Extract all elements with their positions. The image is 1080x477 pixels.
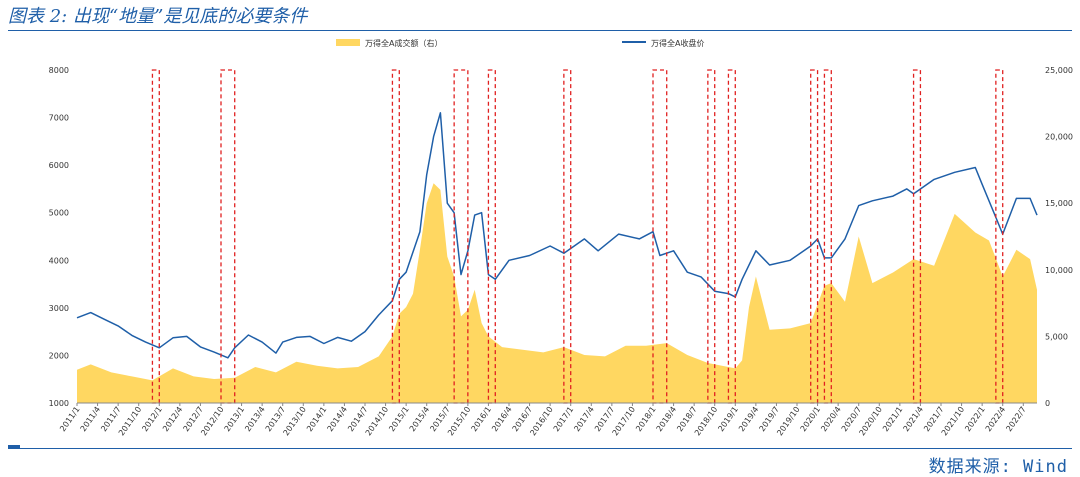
y-left-tick-label: 4000 <box>49 256 69 265</box>
bottom-divider <box>8 448 1072 449</box>
y-left-tick-label: 7000 <box>49 114 69 123</box>
bottom-accent <box>8 445 20 448</box>
x-tick-label: 2021/1 <box>881 405 905 433</box>
legend: 万得全A成交额（右） 万得全A收盘价 <box>336 38 704 48</box>
y-right-tick-label: 10,000 <box>1045 266 1073 275</box>
y-right-tick-label: 25,000 <box>1045 66 1073 75</box>
x-tick-label: 2016/4 <box>490 405 514 433</box>
x-tick-label: 2014/4 <box>326 405 350 433</box>
highlight-window-1 <box>151 69 160 404</box>
top-divider <box>8 30 1072 31</box>
x-tick-label: 2015/4 <box>408 405 432 433</box>
figure-title: 图表 2: 出现“地量”是见底的必要条件 <box>8 6 308 27</box>
x-tick-label: 2022/4 <box>984 405 1008 433</box>
turnover-area <box>77 183 1037 403</box>
x-tick-label: 2020/1 <box>799 405 823 433</box>
highlight-window-2 <box>220 69 236 404</box>
x-tick-label: 2013/4 <box>243 405 267 433</box>
legend-label-turnover: 万得全A成交额（右） <box>365 38 442 48</box>
x-tick-label: 2012/1 <box>140 405 164 433</box>
turnover-area-layer <box>77 183 1037 403</box>
x-tick-label: 2022/7 <box>1004 405 1028 433</box>
y-left-tick-label: 5000 <box>49 209 69 218</box>
x-tick-label: 2021/4 <box>902 405 926 433</box>
y-left-tick-label: 1000 <box>49 399 69 408</box>
source-note: 数据来源: Wind <box>928 457 1068 477</box>
y-left-tick-label: 3000 <box>49 304 69 313</box>
x-tick-label: 2017/1 <box>552 405 576 433</box>
x-tick-label: 2013/1 <box>223 405 247 433</box>
combo-chart: 1000 2000 3000 4000 5000 6000 7000 8000 0 5,000 10… <box>49 38 1073 437</box>
x-tick-label: 2018/4 <box>655 405 679 433</box>
x-tick-label: 2022/1 <box>963 405 987 433</box>
highlight-window-9 <box>727 69 736 404</box>
x-tick-label: 2014/1 <box>305 405 329 433</box>
close-price-line <box>76 112 1038 359</box>
x-tick-label: 2016/1 <box>470 405 494 433</box>
y-left-tick-label: 2000 <box>49 351 69 360</box>
x-tick-label: 2017/4 <box>572 405 596 433</box>
x-tick-label: 2012/4 <box>161 405 185 433</box>
y-right-tick-label: 15,000 <box>1045 199 1073 208</box>
x-tick-label: 2011/4 <box>79 405 103 433</box>
y-left-tick-label: 8000 <box>49 66 69 75</box>
y-right-tick-label: 5,000 <box>1045 332 1068 341</box>
x-tick-label: 2011/1 <box>58 405 82 433</box>
legend-label-close: 万得全A收盘价 <box>651 38 704 48</box>
y-right-tick-label: 0 <box>1045 399 1050 408</box>
y-right-tick-label: 20,000 <box>1045 133 1073 142</box>
y-left-tick-label: 6000 <box>49 161 69 170</box>
x-tick-label: 2019/4 <box>737 405 761 433</box>
legend-swatch-turnover <box>336 39 360 46</box>
x-tick-label: 2018/1 <box>634 405 658 433</box>
highlight-window-8 <box>707 69 716 404</box>
x-tick-label: 2019/1 <box>716 405 740 433</box>
x-tick-label: 2015/1 <box>387 405 411 433</box>
close-price-line-layer <box>76 112 1038 359</box>
x-tick-label: 2020/4 <box>819 405 843 433</box>
